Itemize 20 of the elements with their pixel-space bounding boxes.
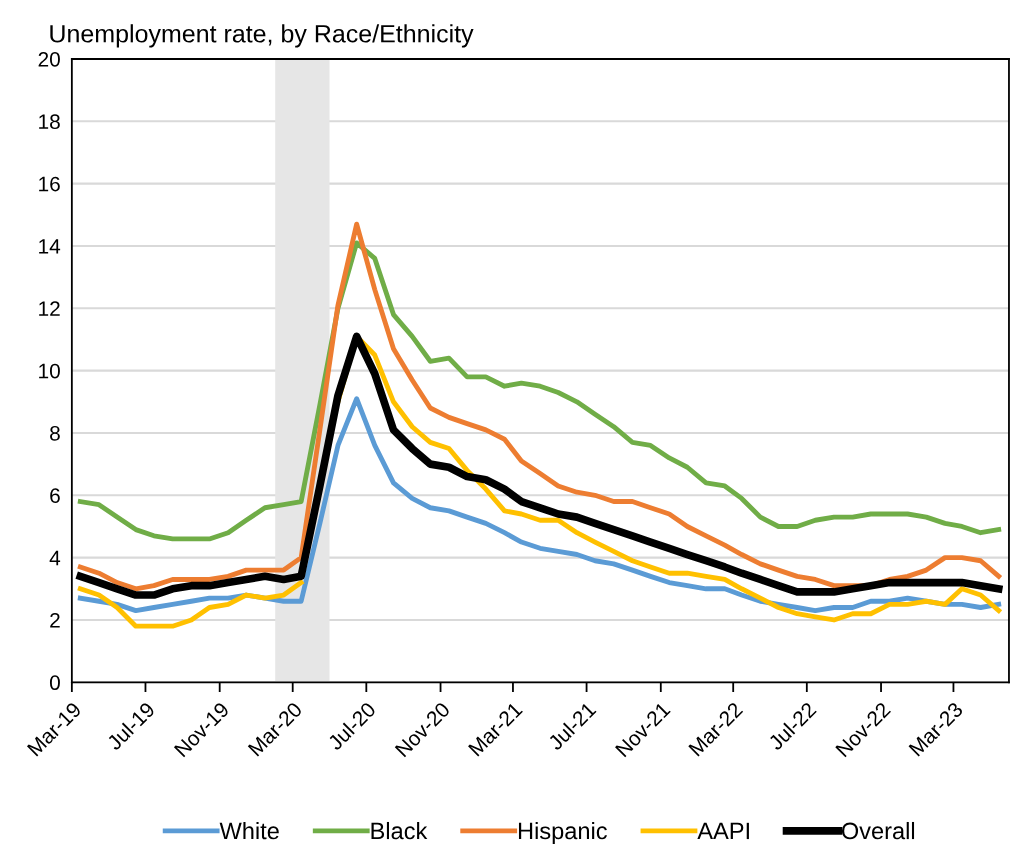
y-tick-label: 4 (49, 550, 61, 566)
legend-label: White (219, 821, 279, 840)
y-tick-label: 16 (39, 176, 60, 192)
legend-label: AAPI (697, 822, 749, 840)
chart-title: Unemployment rate, by Race/Ethnicity (50, 24, 474, 48)
line-series (77, 396, 1002, 614)
y-tick-label: 0 (49, 675, 60, 691)
line-series (77, 221, 1002, 592)
y-tick-label: 12 (39, 301, 60, 316)
line-series (77, 240, 1002, 542)
legend-label: Overall (841, 821, 915, 840)
y-tick-label: 18 (39, 114, 60, 130)
y-tick-label: 6 (50, 488, 60, 504)
legend-label: Black (371, 821, 428, 840)
y-tick-label: 8 (50, 425, 60, 441)
y-tick-label: 14 (39, 239, 61, 254)
legend-label: Hispanic (518, 821, 607, 844)
y-tick-label: 2 (50, 612, 60, 628)
y-tick-label: 10 (39, 363, 60, 379)
y-tick-label: 20 (38, 52, 60, 67)
